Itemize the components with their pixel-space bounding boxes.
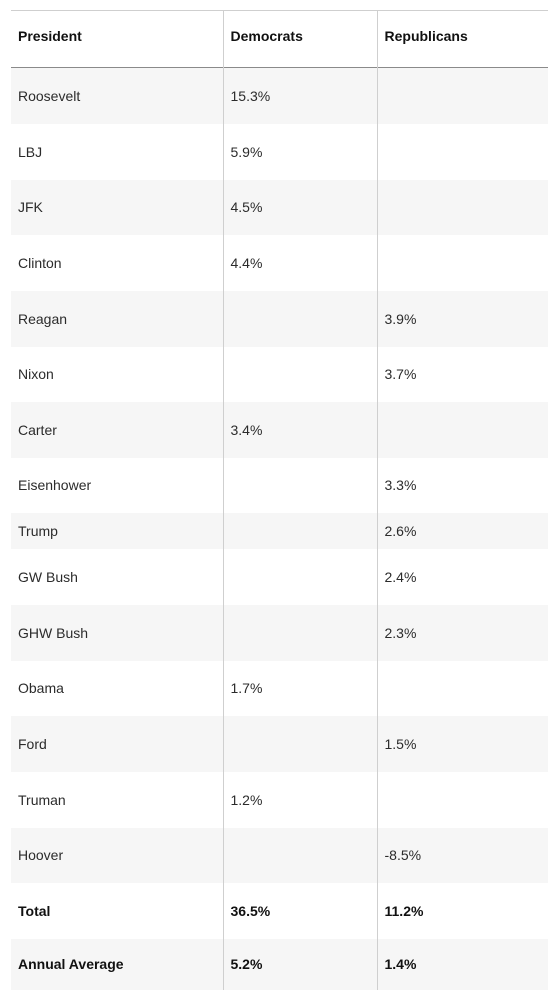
president-cell: Truman	[18, 791, 66, 808]
president-cell: Total	[18, 902, 51, 919]
table-row: Eisenhower 3.3%	[11, 457, 548, 513]
republicans-cell: 1.5%	[376, 715, 548, 772]
republicans-cell: 11.2%	[376, 882, 548, 939]
democrats-cell: 36.5%	[222, 882, 377, 939]
president-cell: Roosevelt	[18, 87, 81, 104]
democrats-cell	[222, 457, 377, 513]
president-cell: JFK	[18, 199, 43, 215]
president-cell: Hoover	[18, 847, 64, 863]
table-row: Clinton 4.4%	[11, 234, 548, 291]
democrats-cell	[222, 512, 377, 549]
republicans-cell: 1.4%	[376, 938, 548, 990]
president-cell: Trump	[18, 522, 58, 539]
total-row: Total 36.5% 11.2%	[11, 882, 548, 939]
democrats-cell: 1.2%	[222, 771, 377, 828]
header-president: President	[18, 28, 82, 44]
annual-average-row: Annual Average 5.2% 1.4%	[11, 938, 548, 990]
democrats-cell: 5.2%	[222, 938, 377, 990]
president-cell: Obama	[18, 680, 64, 696]
republicans-cell: -8.5%	[376, 827, 548, 883]
table-row: Obama 1.7%	[11, 660, 548, 716]
republicans-cell	[376, 123, 548, 180]
table-row: LBJ 5.9%	[11, 123, 548, 180]
democrats-cell: 3.4%	[222, 401, 377, 458]
democrats-cell: 1.7%	[222, 660, 377, 716]
header-republicans: Republicans	[376, 10, 548, 68]
republicans-cell	[376, 660, 548, 716]
table-row: Trump 2.6%	[11, 512, 548, 549]
table-row: Carter 3.4%	[11, 401, 548, 458]
republicans-cell: 2.3%	[376, 604, 548, 661]
republicans-cell: 2.6%	[376, 512, 548, 549]
president-cell: Ford	[18, 735, 47, 752]
header-row: President Democrats Republicans	[11, 10, 548, 68]
republicans-cell: 3.3%	[376, 457, 548, 513]
table-row: GHW Bush 2.3%	[11, 604, 548, 661]
president-cell: Annual Average	[18, 956, 124, 972]
democrats-cell: 15.3%	[222, 67, 377, 124]
table-header: President Democrats Republicans	[11, 10, 548, 68]
democrats-cell	[222, 715, 377, 772]
president-cell: Carter	[18, 421, 57, 438]
president-cell: Nixon	[18, 366, 54, 382]
republicans-cell: 3.7%	[376, 346, 548, 402]
republicans-cell	[376, 401, 548, 458]
table-row: Ford 1.5%	[11, 715, 548, 772]
republicans-cell	[376, 771, 548, 828]
democrats-cell: 4.5%	[222, 179, 377, 235]
president-returns-table: President Democrats Republicans Roosevel…	[11, 10, 548, 990]
democrats-cell: 5.9%	[222, 123, 377, 180]
republicans-cell	[376, 67, 548, 124]
democrats-cell	[222, 290, 377, 347]
president-cell: Clinton	[18, 254, 62, 271]
table-row: Hoover -8.5%	[11, 827, 548, 883]
table-row: Roosevelt 15.3%	[11, 67, 548, 124]
democrats-cell	[222, 604, 377, 661]
democrats-cell	[222, 548, 377, 605]
president-cell: GHW Bush	[18, 624, 89, 641]
table-row: Truman 1.2%	[11, 771, 548, 828]
republicans-cell: 2.4%	[376, 548, 548, 605]
president-cell: Reagan	[18, 310, 68, 327]
table-row: Reagan 3.9%	[11, 290, 548, 347]
republicans-cell: 3.9%	[376, 290, 548, 347]
democrats-cell: 4.4%	[222, 234, 377, 291]
table-row: GW Bush 2.4%	[11, 548, 548, 605]
table-body: Roosevelt 15.3% LBJ 5.9% JFK 4.5% Clinto…	[11, 67, 548, 990]
table-row: JFK 4.5%	[11, 179, 548, 235]
republicans-cell	[376, 179, 548, 235]
republicans-cell	[376, 234, 548, 291]
president-cell: GW Bush	[18, 568, 78, 585]
democrats-cell	[222, 827, 377, 883]
president-cell: Eisenhower	[18, 477, 92, 493]
president-returns-table-container: President Democrats Republicans Roosevel…	[11, 10, 548, 990]
table-row: Nixon 3.7%	[11, 346, 548, 402]
president-cell: LBJ	[18, 143, 43, 160]
democrats-cell	[222, 346, 377, 402]
header-democrats: Democrats	[222, 10, 377, 68]
